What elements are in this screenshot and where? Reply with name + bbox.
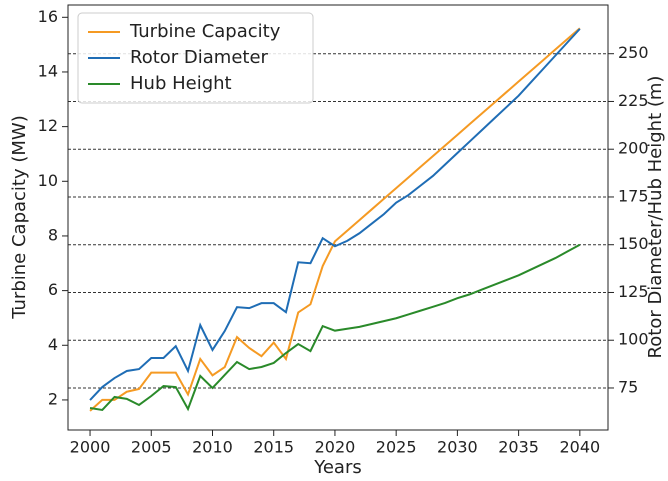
x-tick-label: 2015 [253,438,294,457]
y-tick-label: 4 [48,335,58,354]
x-axis-label: Years [313,457,362,478]
x-tick-label: 2000 [70,438,111,457]
plot-frame [67,4,609,431]
legend-label: Hub Height [130,73,232,94]
x-tick-label: 2025 [376,438,417,457]
y2-tick-label: 125 [618,282,649,301]
series-line [89,243,581,412]
y2-tick-label: 150 [618,234,649,253]
legend-box [77,12,314,104]
x-tick-label: 2040 [559,438,600,457]
y-tick-label: 6 [48,280,58,299]
x-tick-label: 2020 [315,438,356,457]
y-tick-label: 14 [38,61,58,80]
y-tick-label: 10 [38,171,58,190]
y2-tick-label: 200 [618,139,649,158]
y-tick-label: 8 [48,225,58,244]
x-tick-label: 2030 [437,438,478,457]
series-line [89,27,581,412]
y2-axis-label: Rotor Diameter/Hub Height (m) [645,76,666,359]
y2-tick-label: 175 [618,186,649,205]
y2-tick-label: 75 [618,377,638,396]
y2-tick-label: 225 [618,91,649,110]
y2-tick-label: 100 [618,330,649,349]
y-tick-label: 12 [38,116,58,135]
y-tick-label: 16 [38,7,58,26]
x-tick-label: 2005 [131,438,172,457]
y-tick-label: 2 [48,389,58,408]
x-tick-label: 2010 [192,438,233,457]
series-line [89,28,581,401]
y2-tick-label: 250 [618,43,649,62]
x-tick-label: 2035 [498,438,539,457]
legend-label: Turbine Capacity [129,21,281,42]
y-axis-label: Turbine Capacity (MW) [9,115,30,319]
legend-label: Rotor Diameter [130,47,269,68]
